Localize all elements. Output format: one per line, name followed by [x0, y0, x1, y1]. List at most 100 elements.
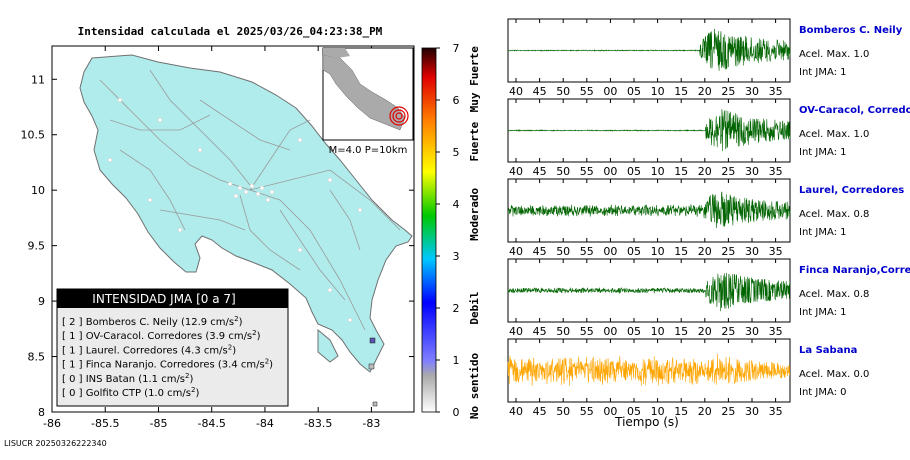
legend-row-end: ) — [195, 388, 199, 399]
station-int-jma: Int JMA: 1 — [799, 147, 847, 158]
station-name: Bomberos C. Neily — [799, 25, 903, 36]
legend-row-sup: 2 — [252, 329, 256, 337]
waveform-trace — [507, 28, 791, 71]
station-int-jma: Int JMA: 1 — [799, 307, 847, 318]
waveform-tick-label: 15 — [674, 405, 688, 418]
peninsula-osa — [317, 328, 339, 363]
map-y-tick-label: 8.5 — [28, 351, 46, 364]
waveform-tick-label: 40 — [509, 85, 523, 98]
waveform-tick-label: 35 — [769, 245, 783, 258]
waveform-tick-label: 00 — [603, 245, 617, 258]
waveform-tick-label: 05 — [627, 405, 641, 418]
waveform-tick-label: 50 — [556, 165, 570, 178]
waveform-tick-label: 45 — [533, 245, 547, 258]
legend-box — [56, 288, 289, 407]
waveform-tick-label: 00 — [603, 325, 617, 338]
station-name: OV-Caracol, Corredores — [799, 105, 910, 116]
colorbar-tick-label: 5 — [453, 146, 460, 159]
waveform-tick-label: 50 — [556, 85, 570, 98]
costa-rica-landmass — [79, 54, 413, 373]
map-x-tick-label: -86 — [43, 417, 61, 430]
waveform-tick-label: 40 — [509, 245, 523, 258]
colorbar-tick-label: 7 — [453, 42, 460, 55]
legend-row-end: ) — [190, 374, 194, 385]
legend-row-level: [ 0 ] — [62, 388, 86, 399]
waveform-tick-label: 05 — [627, 325, 641, 338]
waveform-tick-label: 15 — [674, 85, 688, 98]
waveform-tick-label: 10 — [651, 165, 665, 178]
waveform-panels: 40 45 50 55 00 05 10 15 20 25 30 35 Bomberos C. Neil… — [507, 18, 910, 418]
legend-title-bar — [57, 289, 288, 308]
waveform-tick-label: 10 — [651, 325, 665, 338]
waveform-tick-label: 20 — [698, 165, 712, 178]
legend-row-value: (4.3 cm/s — [181, 345, 228, 356]
legend-row-station: Finca Naranjo. Corredores — [86, 360, 218, 371]
colorbar-ticks: 0 1 2 3 4 5 6 7 — [436, 42, 460, 419]
map-x-ticks: -86 -85.5 -85 -84.5 -84 -83.5 -83 — [43, 46, 380, 430]
legend-rows: [ 2 ] Bomberos C. Neily (12.9 cm/s2) [ 1 … — [62, 315, 273, 399]
colorbar-tick-label: 4 — [453, 198, 460, 211]
colorbar-tick-label: 6 — [453, 94, 460, 107]
legend-row: [ 0 ] INS Batan (1.1 cm/s2) — [62, 372, 194, 385]
map-x-tick-label: -83.5 — [304, 417, 332, 430]
legend-row-sup: 2 — [191, 386, 195, 394]
map-x-tick-label: -85 — [149, 417, 167, 430]
waveform-tick-label: 40 — [509, 325, 523, 338]
waveform-tick-label: 20 — [698, 325, 712, 338]
legend-row: [ 2 ] Bomberos C. Neily (12.9 cm/s2) — [62, 315, 243, 328]
station-acel-max: Acel. Max. 0.8 — [799, 289, 869, 300]
legend-title: INTENSIDAD JMA [0 a 7] — [92, 292, 235, 306]
waveform-panel: 40 45 50 55 00 05 10 15 20 25 30 35 La Sabana Acel. M… — [507, 338, 869, 418]
colorbar-level-label: Debil — [468, 291, 481, 324]
page-title: Intensidad calculada el 2025/03/26_04:23… — [78, 25, 383, 38]
colorbar: 0 1 2 3 4 5 6 7 No sentido Debil Moderado Fuerte Mu… — [421, 42, 481, 419]
waveform-tick-label: 00 — [603, 165, 617, 178]
colorbar-level-label: Muy Fuerte — [468, 46, 481, 113]
legend-row-value: (3.9 cm/s — [205, 331, 252, 342]
station-int-jma: Int JMA: 0 — [799, 387, 847, 398]
waveform-panel: 40 45 50 55 00 05 10 15 20 25 30 35 Laurel, Corredor… — [507, 178, 904, 258]
waveform-xlabel: Tiempo (s) — [614, 415, 679, 429]
waveform-tick-label: 05 — [627, 165, 641, 178]
inset-label: M=4.0 P=10km — [329, 145, 408, 156]
station-name: La Sabana — [799, 345, 857, 356]
legend-row-sup: 2 — [234, 315, 238, 323]
map-y-tick-label: 8 — [38, 406, 45, 419]
waveform-tick-label: 45 — [533, 325, 547, 338]
waveform-tick-label: 50 — [556, 405, 570, 418]
waveform-tick-label: 55 — [580, 245, 594, 258]
waveform-tick-label: 10 — [651, 85, 665, 98]
waveform-tick-label: 40 — [509, 405, 523, 418]
station-marker-golfito — [372, 401, 378, 407]
map-x-tick-label: -85.5 — [91, 417, 119, 430]
legend-row-value: (1.1 cm/s — [138, 374, 185, 385]
legend-row: [ 0 ] Golfito CTP (1.0 cm/s2) — [62, 386, 199, 399]
station-name: Laurel, Corredores — [799, 185, 904, 196]
waveform-tick-label: 20 — [698, 405, 712, 418]
waveform-tick-label: 35 — [769, 165, 783, 178]
epicenter-icon — [389, 106, 409, 126]
map-x-tick-label: -84 — [256, 417, 274, 430]
legend-row-end: ) — [257, 331, 261, 342]
map-y-ticks: 11 10.5 10 9.5 9 8.5 8 — [21, 73, 414, 419]
colorbar-tick-label: 3 — [453, 250, 460, 263]
legend-row: [ 1 ] Laurel. Corredores (4.3 cm/s2) — [62, 343, 236, 356]
waveform-tick-label: 55 — [580, 405, 594, 418]
inset-map: M=4.0 P=10km — [322, 47, 414, 156]
station-int-jma: Int JMA: 1 — [799, 67, 847, 78]
waveform-tick-label: 20 — [698, 245, 712, 258]
waveform-tick-label: 15 — [674, 245, 688, 258]
colorbar-level-label: Fuerte — [468, 121, 481, 161]
legend-row-station: Golfito CTP — [86, 388, 144, 399]
inset-land-north — [323, 48, 350, 58]
waveform-tick-label: 55 — [580, 325, 594, 338]
legend-row-end: ) — [232, 345, 236, 356]
legend-row-end: ) — [269, 360, 273, 371]
map-x-tick-label: -83 — [362, 417, 380, 430]
road-network — [99, 69, 401, 331]
colorbar-tick-label: 2 — [453, 302, 460, 315]
station-acel-max: Acel. Max. 0.8 — [799, 209, 869, 220]
waveform-tick-label: 00 — [603, 85, 617, 98]
footer-id: LISUCR 20250326222340 — [4, 439, 107, 448]
